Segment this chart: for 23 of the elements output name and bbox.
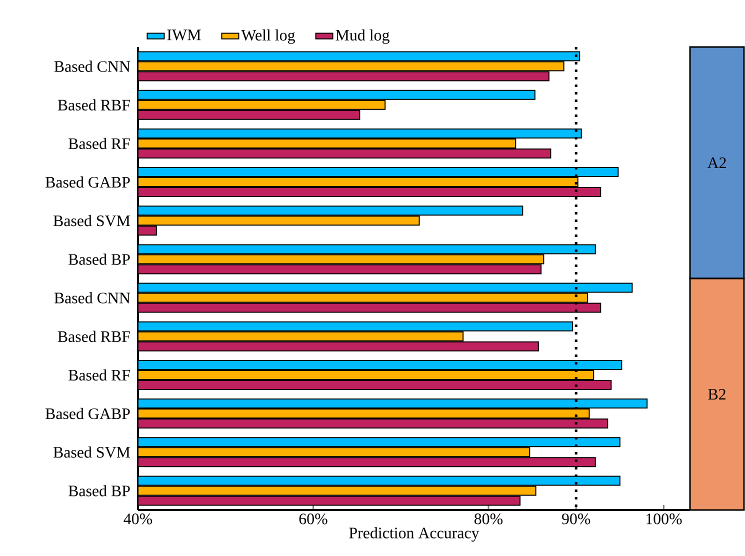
y-tick-label: Based GABP: [45, 176, 130, 188]
x-tick-label: 100%: [646, 514, 682, 524]
y-tick-label: Based SVM: [53, 446, 130, 458]
y-tick-label: Based RF: [68, 138, 130, 150]
y-tick-label: Based RBF: [58, 99, 130, 110]
x-axis-title: Prediction Accuracy: [349, 527, 480, 542]
x-tick-label: 90%: [562, 514, 590, 524]
text: B2: [708, 388, 726, 400]
y-tick-label: Based RF: [68, 369, 130, 381]
y-tick-label: Based CNN: [54, 292, 130, 304]
y-tick-label: Based BP: [68, 254, 130, 265]
y-tick-label: Based RBF: [58, 330, 130, 342]
x-tick-label: 60%: [299, 514, 328, 524]
y-tick-label: Based SVM: [53, 214, 130, 226]
x-tick-label: 80%: [474, 514, 503, 524]
y-tick-label: Based GABP: [45, 408, 130, 420]
y-tick-label: Based CNN: [54, 60, 130, 72]
legend-label: Mud log: [336, 29, 390, 44]
y-tick-label: Based BP: [68, 485, 130, 496]
legend-label: Well log: [241, 29, 295, 44]
legend-label: IWM: [167, 30, 201, 40]
x-tick-label: 40%: [124, 514, 152, 524]
text: A2: [707, 157, 726, 168]
